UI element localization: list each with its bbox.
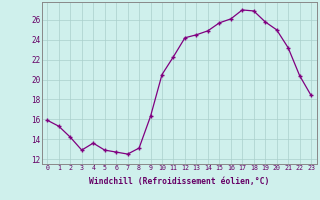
X-axis label: Windchill (Refroidissement éolien,°C): Windchill (Refroidissement éolien,°C) (89, 177, 269, 186)
